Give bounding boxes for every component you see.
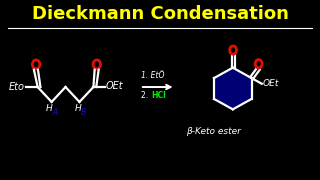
Text: Eto: Eto <box>9 82 25 92</box>
Text: H: H <box>46 104 52 113</box>
Text: A: A <box>52 108 57 117</box>
Text: HCl: HCl <box>152 91 166 100</box>
Text: B: B <box>81 108 86 117</box>
Text: 1. EtO: 1. EtO <box>141 71 165 80</box>
Text: H: H <box>75 104 81 113</box>
Text: OEt: OEt <box>106 81 123 91</box>
Text: ⁻: ⁻ <box>159 67 164 76</box>
Text: OEt: OEt <box>262 79 279 88</box>
Text: 2.: 2. <box>141 91 151 100</box>
Text: β-Keto ester: β-Keto ester <box>186 127 241 136</box>
Polygon shape <box>214 68 252 109</box>
Text: Dieckmann Condensation: Dieckmann Condensation <box>32 5 288 23</box>
